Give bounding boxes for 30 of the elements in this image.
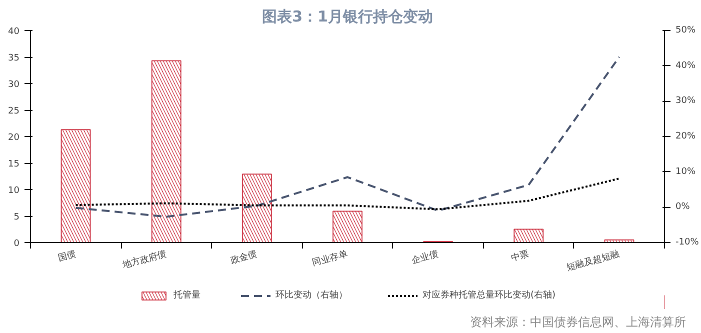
x-tick-label: 同业存单 [311, 248, 349, 269]
x-tick-label: 中票 [510, 248, 530, 264]
y2-tick-label: 30% [676, 96, 696, 106]
x-tick-label: 企业债 [410, 248, 440, 266]
line-series [74, 178, 620, 210]
legend-label: 托管量 [173, 289, 200, 302]
x-tick-label: 地方政府债 [120, 248, 168, 272]
y2-tick-label: 10% [676, 166, 696, 177]
y-tick-label: 5 [14, 212, 20, 222]
y-tick-label: 20 [8, 133, 20, 143]
y-tick-label: 0 [14, 239, 20, 249]
x-tick-label: 政金债 [229, 248, 258, 266]
y-tick-label: 25 [8, 106, 20, 116]
y-tick-label: 10 [8, 186, 20, 196]
y-tick-label: 15 [8, 160, 20, 170]
y2-tick-label: 20% [676, 132, 696, 142]
y2-tick-label: 50% [676, 26, 696, 36]
legend-label: 对应券种托管总量环比变动(右轴) [422, 289, 556, 302]
y-tick-label: 35 [8, 54, 20, 64]
y2-tick-label: 0% [676, 202, 690, 212]
chart-title: 图表3：1月银行持仓变动 [262, 8, 433, 26]
y2-tick-label: 40% [676, 60, 696, 71]
legend-label: 环比变动（右轴） [275, 289, 348, 302]
x-tick-label: 短融及超短融 [565, 248, 620, 274]
x-tick-label: 国债 [56, 248, 78, 264]
y-tick-label: 40 [8, 27, 20, 37]
y2-tick-label: -10% [676, 238, 700, 248]
text: 资料来源：中国债券信息网、上海清算所 [470, 314, 686, 331]
y-tick-label: 30 [8, 80, 20, 90]
line-series [74, 56, 620, 218]
